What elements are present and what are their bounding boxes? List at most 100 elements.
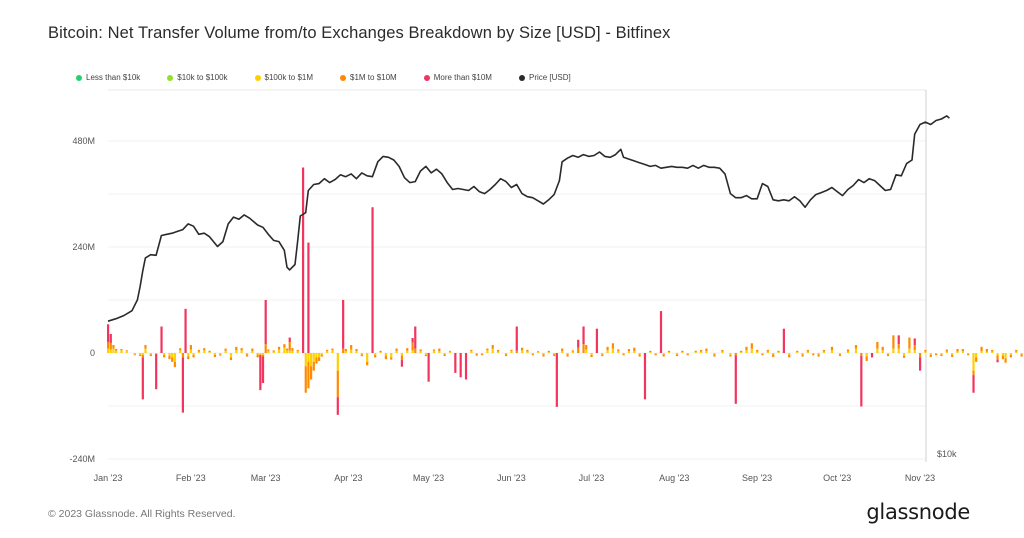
bar-segment	[267, 351, 270, 353]
bar-segment	[139, 354, 142, 357]
bar-segment	[772, 354, 775, 357]
bar-segment	[443, 354, 446, 357]
bar-segment	[155, 353, 158, 390]
bar-segment	[366, 361, 369, 366]
bar-segment	[985, 349, 988, 352]
bar-segment	[427, 353, 430, 382]
bar-segment	[107, 348, 110, 353]
bar-segment	[288, 350, 291, 353]
bar-segment	[229, 353, 233, 358]
bar-segment	[390, 357, 393, 360]
gridlines	[108, 140, 926, 460]
bar-segment	[312, 361, 315, 371]
bar-segment	[291, 350, 294, 353]
bar-segment	[307, 242, 310, 353]
bar-segment	[219, 354, 222, 356]
bar-segment	[537, 352, 540, 353]
bar-segment	[406, 348, 409, 351]
bar-segment	[163, 353, 166, 355]
bar-segment	[371, 207, 374, 353]
bar-segment	[902, 353, 906, 356]
bar-segment	[649, 352, 652, 353]
bar-segment	[686, 353, 689, 354]
bar-segment	[617, 349, 620, 352]
bar-segment	[745, 346, 748, 351]
bar-segment	[411, 342, 414, 351]
legend-item-more-than-10m[interactable]: More than $10M	[423, 73, 492, 82]
bar-segment	[400, 353, 404, 356]
bar-segment	[344, 351, 347, 353]
bar-segment	[991, 349, 994, 352]
bar-segment	[526, 349, 529, 352]
price-line	[107, 115, 950, 322]
bar-segment	[865, 353, 868, 357]
bar-segment	[424, 354, 428, 357]
bar-segment	[360, 353, 363, 355]
bar-segment	[115, 349, 118, 351]
bar-segment	[504, 353, 508, 355]
bar-segment	[919, 357, 922, 371]
bar-segment	[510, 349, 513, 352]
bar-segment	[448, 350, 452, 352]
bar-segment	[400, 355, 404, 361]
bar-segment	[606, 346, 609, 351]
bar-segment	[144, 348, 147, 353]
bar-segment	[734, 355, 737, 404]
bar-series	[107, 167, 1023, 415]
bar-segment	[470, 349, 473, 352]
bar-segment	[996, 353, 999, 356]
bar-segment	[459, 353, 462, 378]
bar-segment	[796, 352, 799, 353]
bar-segment	[1015, 349, 1018, 352]
legend-item-price[interactable]: Price [USD]	[518, 73, 571, 82]
bar-segment	[331, 350, 334, 353]
bar-segment	[1004, 353, 1007, 359]
bar-segment	[566, 353, 569, 355]
bar-segment	[582, 344, 585, 353]
bar-segment	[777, 352, 780, 353]
bar-segment	[553, 353, 556, 355]
bar-segment	[830, 346, 834, 351]
bar-segment	[486, 350, 489, 353]
bar-segment	[355, 349, 358, 352]
bar-segment	[355, 351, 358, 353]
bar-segment	[454, 353, 457, 373]
bar-segment	[967, 353, 970, 356]
bar-segment	[464, 353, 468, 380]
bar-segment	[510, 351, 513, 353]
legend-item-100k-to-1m[interactable]: $100k to $1M	[254, 73, 313, 82]
legend-dot-icon	[423, 74, 430, 81]
bar-segment	[838, 353, 842, 355]
bar-segment	[521, 350, 524, 353]
bar-segment	[171, 353, 174, 358]
bar-segment	[772, 353, 775, 355]
bar-segment	[261, 354, 265, 357]
bar-segment	[475, 353, 478, 356]
bar-segment	[812, 353, 815, 354]
bar-segment	[307, 361, 310, 389]
bar-segment	[245, 353, 249, 355]
legend-item-less-than-10k[interactable]: Less than $10k	[76, 73, 140, 82]
bar-segment	[675, 354, 679, 357]
bar-segment	[424, 353, 428, 355]
y-axis-tick: -240M	[69, 454, 95, 464]
bar-segment	[822, 351, 826, 353]
bar-segment	[219, 353, 222, 355]
bar-segment	[366, 353, 369, 362]
bar-segment	[360, 354, 363, 357]
bar-segment	[553, 354, 556, 357]
x-axis-tick: Nov '23	[905, 473, 935, 483]
bar-segment	[961, 349, 964, 352]
bar-segment	[235, 350, 238, 353]
legend-item-1m-to-10m[interactable]: $1M to $10M	[340, 73, 397, 82]
bar-segment	[384, 355, 387, 360]
bar-segment	[913, 338, 916, 346]
bar-segment	[267, 349, 270, 352]
bar-segment	[713, 354, 716, 357]
legend-item-10k-to-100k[interactable]: $10k to $100k	[167, 73, 228, 82]
legend-label: More than $10M	[433, 73, 492, 82]
bar-segment	[649, 350, 652, 353]
bar-segment	[320, 354, 323, 357]
chart-title: Bitcoin: Net Transfer Volume from/to Exc…	[48, 24, 671, 42]
